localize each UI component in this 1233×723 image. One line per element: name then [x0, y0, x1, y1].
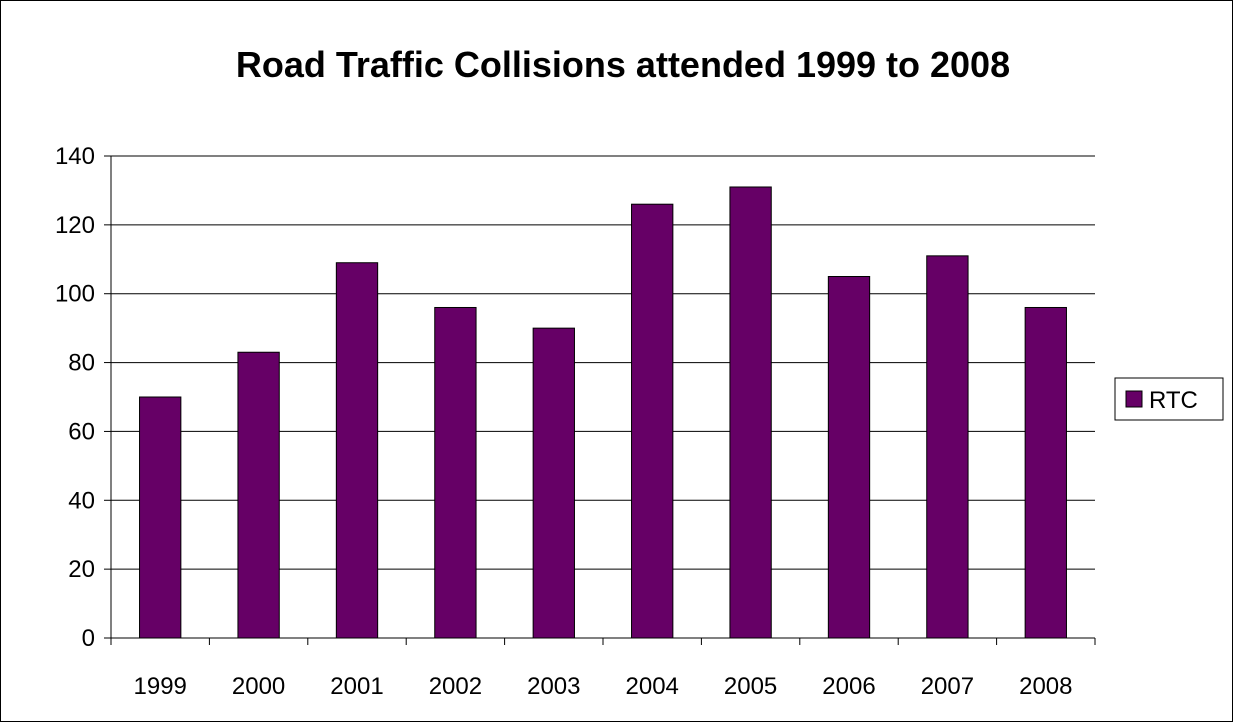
bar-2002: [434, 306, 477, 639]
x-tick-label: 2008: [1019, 673, 1072, 700]
x-tick-label: 2000: [232, 673, 285, 700]
bar-2006: [827, 276, 871, 639]
x-tick-label: 2003: [527, 673, 580, 700]
bar-2003: [532, 327, 575, 639]
x-tick-label: 2006: [822, 673, 875, 700]
y-tick-label: 100: [55, 281, 95, 308]
legend-swatch: [1125, 390, 1143, 408]
legend-label-rtc: RTC: [1149, 387, 1198, 414]
y-tick-label: 140: [55, 143, 95, 170]
bar-2008: [1024, 306, 1067, 639]
x-tick-label: 2001: [330, 673, 383, 700]
y-tick-label: 80: [68, 350, 95, 377]
y-tick-label: 120: [55, 212, 95, 239]
bar-2007: [926, 255, 969, 639]
x-tick-label: 2005: [724, 673, 777, 700]
y-tick-label: 0: [82, 625, 95, 652]
y-tick-label: 20: [68, 556, 95, 583]
chart-title: Road Traffic Collisions attended 1999 to…: [236, 44, 1010, 85]
bar-2001: [335, 262, 379, 639]
y-tick-label: 60: [68, 418, 95, 445]
bar-2004: [631, 203, 674, 639]
plot-area: 0 20 40 60 80 100 120 140 1999 2000 2001 2002 2003 20…: [55, 143, 1096, 700]
x-tick-label: 2002: [429, 673, 482, 700]
x-tick-label: 2004: [626, 673, 679, 700]
bar-2000: [237, 351, 280, 639]
bar-1999: [139, 396, 182, 639]
legend: RTC: [1114, 377, 1224, 421]
x-tick-label: 2007: [921, 673, 974, 700]
x-tick-label: 1999: [134, 673, 187, 700]
bar-2005: [729, 186, 772, 639]
y-tick-label: 40: [68, 487, 95, 514]
